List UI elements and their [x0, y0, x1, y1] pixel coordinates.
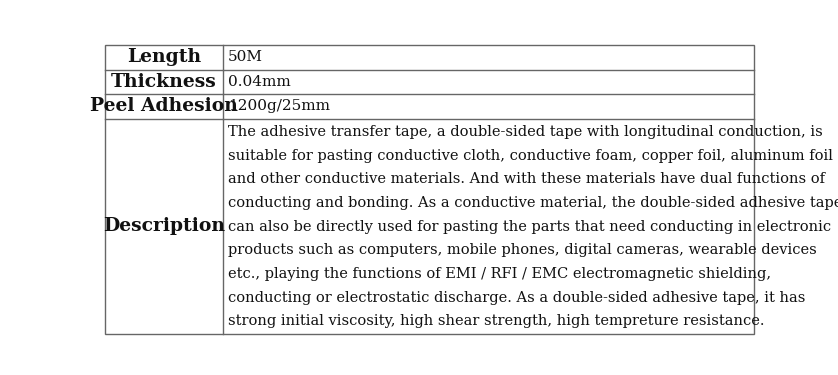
Text: conducting and bonding. As a conductive material, the double-sided adhesive tape: conducting and bonding. As a conductive …: [228, 196, 838, 210]
Text: 50M: 50M: [228, 50, 263, 64]
Text: suitable for pasting conductive cloth, conductive foam, copper foil, aluminum fo: suitable for pasting conductive cloth, c…: [228, 148, 833, 163]
Text: products such as computers, mobile phones, digital cameras, wearable devices: products such as computers, mobile phone…: [228, 243, 817, 257]
Text: 0.04mm: 0.04mm: [228, 75, 291, 89]
Text: can also be directly used for pasting the parts that need conducting in electron: can also be directly used for pasting th…: [228, 220, 831, 234]
Text: 1200g/25mm: 1200g/25mm: [228, 99, 330, 113]
Text: etc., playing the functions of EMI / RFI / EMC electromagnetic shielding,: etc., playing the functions of EMI / RFI…: [228, 267, 771, 281]
Text: The adhesive transfer tape, a double-sided tape with longitudinal conduction, is: The adhesive transfer tape, a double-sid…: [228, 125, 823, 139]
Text: Thickness: Thickness: [111, 73, 217, 91]
Text: and other conductive materials. And with these materials have dual functions of: and other conductive materials. And with…: [228, 172, 825, 186]
Text: Length: Length: [127, 48, 201, 66]
Text: Description: Description: [103, 217, 225, 235]
Text: conducting or electrostatic discharge. As a double-sided adhesive tape, it has: conducting or electrostatic discharge. A…: [228, 291, 805, 305]
Text: strong initial viscosity, high shear strength, high tempreture resistance.: strong initial viscosity, high shear str…: [228, 314, 764, 328]
Text: Peel Adhesion: Peel Adhesion: [90, 98, 238, 116]
